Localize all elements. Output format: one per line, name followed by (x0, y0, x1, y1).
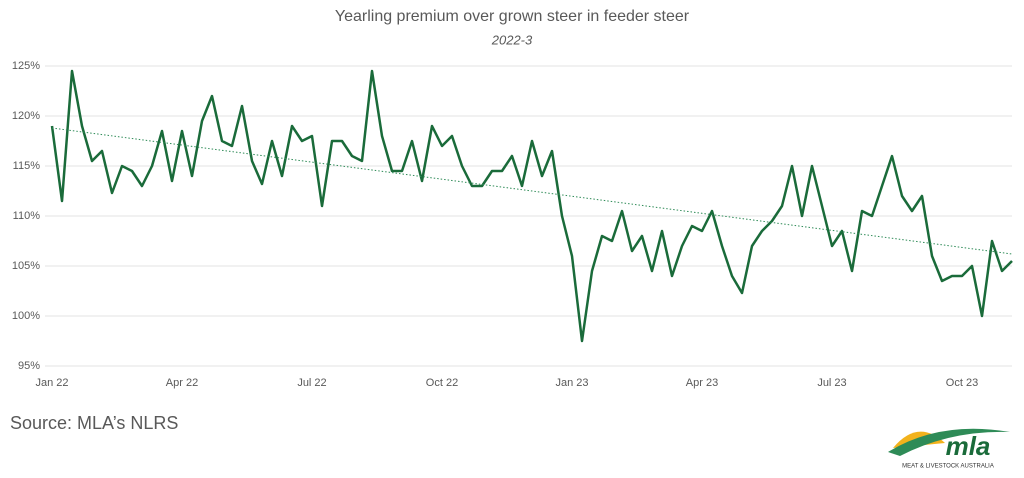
y-tick-label: 125% (12, 60, 40, 72)
x-tick-label: Jul 23 (817, 377, 846, 389)
x-tick-label: Jul 22 (297, 377, 326, 389)
line-series (50, 69, 1013, 343)
source: Source: MLA’s NLRS (10, 413, 178, 433)
x-tick-label: Oct 23 (946, 377, 978, 389)
chart-title: Yearling premium over grown steer in fee… (335, 8, 690, 25)
trend-line (51, 127, 1013, 255)
chart-subtitle: 2022-3 (491, 32, 533, 47)
x-tick-label: Jan 23 (555, 377, 588, 389)
y-tick-label: 105% (12, 260, 40, 272)
x-tick-label: Apr 22 (166, 377, 198, 389)
y-tick-label: 120% (12, 110, 40, 122)
logo-text: mla (946, 431, 991, 461)
x-tick-label: Apr 23 (686, 377, 718, 389)
y-tick-label: 115% (13, 160, 41, 172)
x-tick-label: Jan 22 (35, 377, 68, 389)
logo-tagline: MEAT & LIVESTOCK AUSTRALIA (902, 464, 994, 470)
y-tick-label: 100% (12, 310, 40, 322)
x-tick-label: Oct 22 (426, 377, 458, 389)
logo: mla MEAT & LIVESTOCK AUSTRALIA (888, 428, 1010, 470)
y-tick-label: 95% (18, 360, 40, 372)
y-tick-label: 110% (13, 210, 41, 222)
logo-swoosh (888, 428, 1010, 456)
